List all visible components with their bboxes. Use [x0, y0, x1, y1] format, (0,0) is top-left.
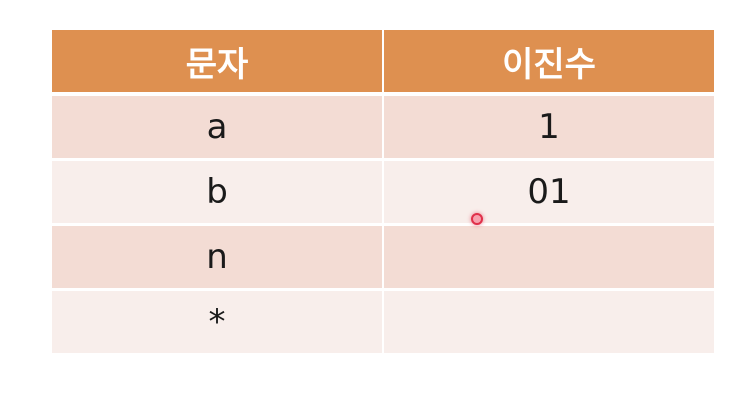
binary-cell: 1	[382, 96, 714, 161]
character-binary-table: 문자 이진수 a 1 b 01 n *	[52, 30, 714, 353]
character-cell: *	[52, 291, 382, 353]
laser-pointer-icon	[471, 213, 483, 225]
character-cell: a	[52, 96, 382, 161]
table-row: n	[52, 226, 714, 291]
header-binary: 이진수	[382, 30, 714, 96]
table-row: a 1	[52, 96, 714, 161]
binary-cell	[382, 291, 714, 353]
header-character: 문자	[52, 30, 382, 96]
binary-cell	[382, 226, 714, 291]
binary-cell: 01	[382, 161, 714, 226]
header-row: 문자 이진수	[52, 30, 714, 96]
table-row: b 01	[52, 161, 714, 226]
table-row: *	[52, 291, 714, 353]
character-cell: n	[52, 226, 382, 291]
character-cell: b	[52, 161, 382, 226]
